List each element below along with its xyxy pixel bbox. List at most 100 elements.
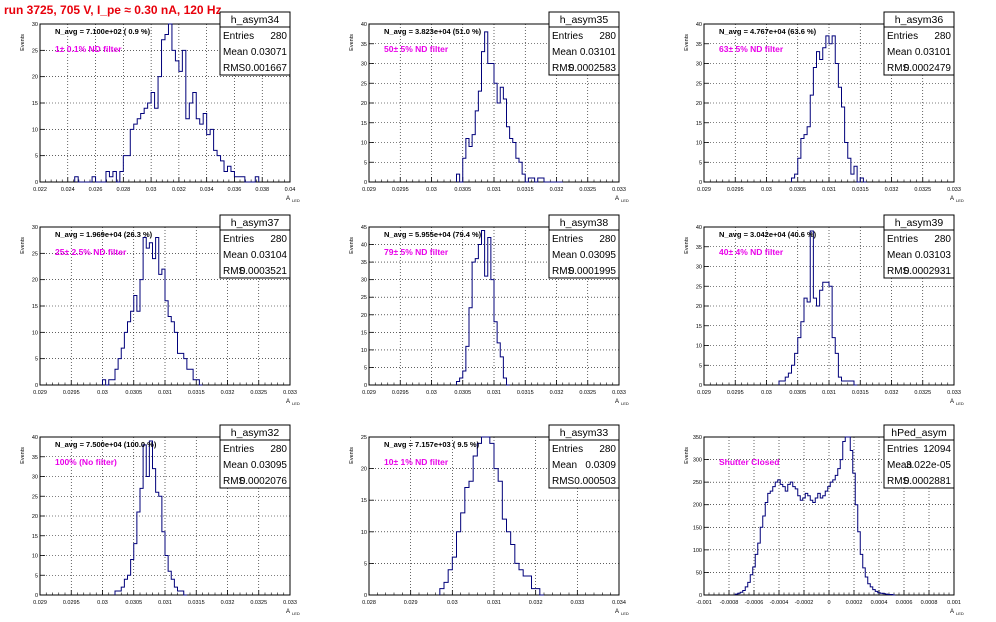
stats-rms-value: 0.0003521 (240, 266, 288, 277)
histogram-name: h_asym32 (231, 427, 280, 439)
x-tick-label: 0.03 (97, 390, 108, 396)
x-tick-label: -0.001 (696, 600, 712, 606)
y-tick-label: 100 (693, 548, 702, 554)
stats-box (883, 26, 955, 76)
y-tick-label: 20 (361, 101, 367, 107)
y-tick-label: 10 (361, 141, 367, 147)
y-tick-label: 0 (699, 593, 702, 599)
histogram-name: h_asym36 (895, 14, 944, 26)
stats-entries-label: Entries (887, 444, 918, 455)
y-tick-label: 25 (696, 81, 702, 87)
stats-entries-value: 280 (599, 444, 616, 455)
stats-rms-label: RMS (223, 266, 246, 277)
navg-annotation: N_avg = 5.955e+04 (79.4 %) (384, 230, 482, 239)
stats-mean-label: Mean (552, 460, 577, 471)
y-tick-label: 0 (364, 180, 367, 186)
filter-annotation: 10± 1% ND filter (384, 457, 449, 467)
stats-box (548, 439, 620, 489)
y-tick-label: 40 (361, 243, 367, 249)
x-tick-label: 0.0315 (188, 600, 205, 606)
stats-mean-label: Mean (887, 250, 912, 261)
x-tick-label: 0.029 (697, 390, 711, 396)
y-tick-label: 30 (32, 225, 38, 231)
navg-annotation: N_avg = 7.100e+02 ( 0.9 %) (55, 27, 151, 36)
stats-rms-value: 0.0002479 (904, 63, 952, 74)
stats-entries-value: 280 (270, 444, 287, 455)
x-tick-label: 0.033 (612, 187, 626, 193)
stats-entries-label: Entries (552, 234, 583, 245)
histogram-panel-hPed_asym: -0.001 -0.0008 -0.0006 -0.0004 -0.0002 0 0.000… (684, 424, 964, 616)
x-tick-label: 0.03 (97, 600, 108, 606)
y-axis-label: Events (684, 237, 690, 254)
y-tick-label: 5 (699, 363, 702, 369)
x-axis-label: A (615, 196, 619, 202)
page-title: run 3725, 705 V, I_pe ≈ 0.30 nA, 120 Hz (4, 3, 222, 17)
y-tick-label: 0 (35, 383, 38, 389)
x-tick-label: -0.0008 (720, 600, 739, 606)
y-tick-label: 150 (693, 525, 702, 531)
y-tick-label: 35 (696, 245, 702, 251)
stats-mean-value: 0.03095 (580, 250, 617, 261)
y-tick-label: 15 (32, 534, 38, 540)
histogram-line (114, 440, 187, 596)
x-axis-label: A (950, 399, 954, 405)
x-tick-label: 0.033 (283, 390, 297, 396)
y-tick-label: 5 (35, 573, 38, 579)
y-tick-label: 10 (696, 141, 702, 147)
y-tick-label: 50 (696, 570, 702, 576)
histogram-name: h_asym33 (560, 427, 609, 439)
y-tick-label: 30 (361, 278, 367, 284)
y-axis-label: Events (684, 447, 690, 464)
x-tick-label: 0.0325 (579, 187, 596, 193)
stats-mean-value: 0.03101 (580, 47, 617, 58)
x-axis-label-subscript: LED (956, 198, 964, 203)
y-tick-label: 20 (696, 101, 702, 107)
x-tick-label: 0.036 (228, 187, 242, 193)
stats-entries-label: Entries (552, 444, 583, 455)
y-axis-label: Events (20, 447, 26, 464)
x-tick-label: 0.0325 (914, 187, 931, 193)
navg-annotation: N_avg = 7.500e+04 (100.0 %) (55, 440, 157, 449)
stats-rms-label: RMS (887, 63, 910, 74)
stats-rms-label: RMS (552, 476, 575, 487)
stats-mean-label: Mean (552, 47, 577, 58)
x-tick-label: 0.0305 (454, 187, 471, 193)
y-tick-label: 25 (32, 251, 38, 257)
x-tick-label: 0.033 (947, 390, 961, 396)
y-tick-label: 25 (32, 494, 38, 500)
stats-entries-label: Entries (887, 234, 918, 245)
stats-rms-value: 0.001667 (245, 63, 287, 74)
histogram-line (734, 436, 896, 596)
stats-box (548, 229, 620, 279)
x-tick-label: 0.029 (33, 600, 47, 606)
x-axis-label-subscript: LED (292, 611, 300, 616)
stats-entries-value: 280 (270, 31, 287, 42)
y-tick-label: 30 (696, 265, 702, 271)
x-tick-label: 0.031 (158, 600, 172, 606)
stats-box (548, 26, 620, 76)
x-tick-label: 0.032 (885, 187, 899, 193)
y-tick-label: 0 (364, 593, 367, 599)
y-tick-label: 0 (364, 383, 367, 389)
histogram-name: h_asym35 (560, 14, 609, 26)
x-tick-label: 0.04 (285, 187, 296, 193)
histogram-panel-h_asym33: 0.028 0.029 0.03 0.031 0.032 0.033 0.034 0 5 10 15… (349, 424, 629, 616)
y-tick-label: 20 (32, 75, 38, 81)
histogram-name: h_asym37 (231, 217, 280, 229)
y-tick-label: 40 (696, 22, 702, 28)
x-tick-label: 0.03 (426, 187, 437, 193)
y-tick-label: 20 (696, 304, 702, 310)
filter-annotation: 63± 5% ND filter (719, 44, 784, 54)
x-axis-label-subscript: LED (621, 198, 629, 203)
x-axis-label-subscript: LED (292, 401, 300, 406)
y-tick-label: 15 (361, 330, 367, 336)
x-axis-label: A (286, 609, 290, 615)
x-tick-label: 0.0305 (789, 390, 806, 396)
histogram-panel-h_asym32: 0.029 0.0295 0.03 0.0305 0.031 0.0315 0.032 0.0… (20, 424, 300, 616)
x-tick-label: 0.032 (550, 187, 564, 193)
x-tick-label: 0.0295 (392, 390, 409, 396)
stats-mean-value: 0.03103 (915, 250, 952, 261)
y-tick-label: 15 (361, 121, 367, 127)
y-tick-label: 10 (32, 554, 38, 560)
x-tick-label: 0.033 (947, 187, 961, 193)
